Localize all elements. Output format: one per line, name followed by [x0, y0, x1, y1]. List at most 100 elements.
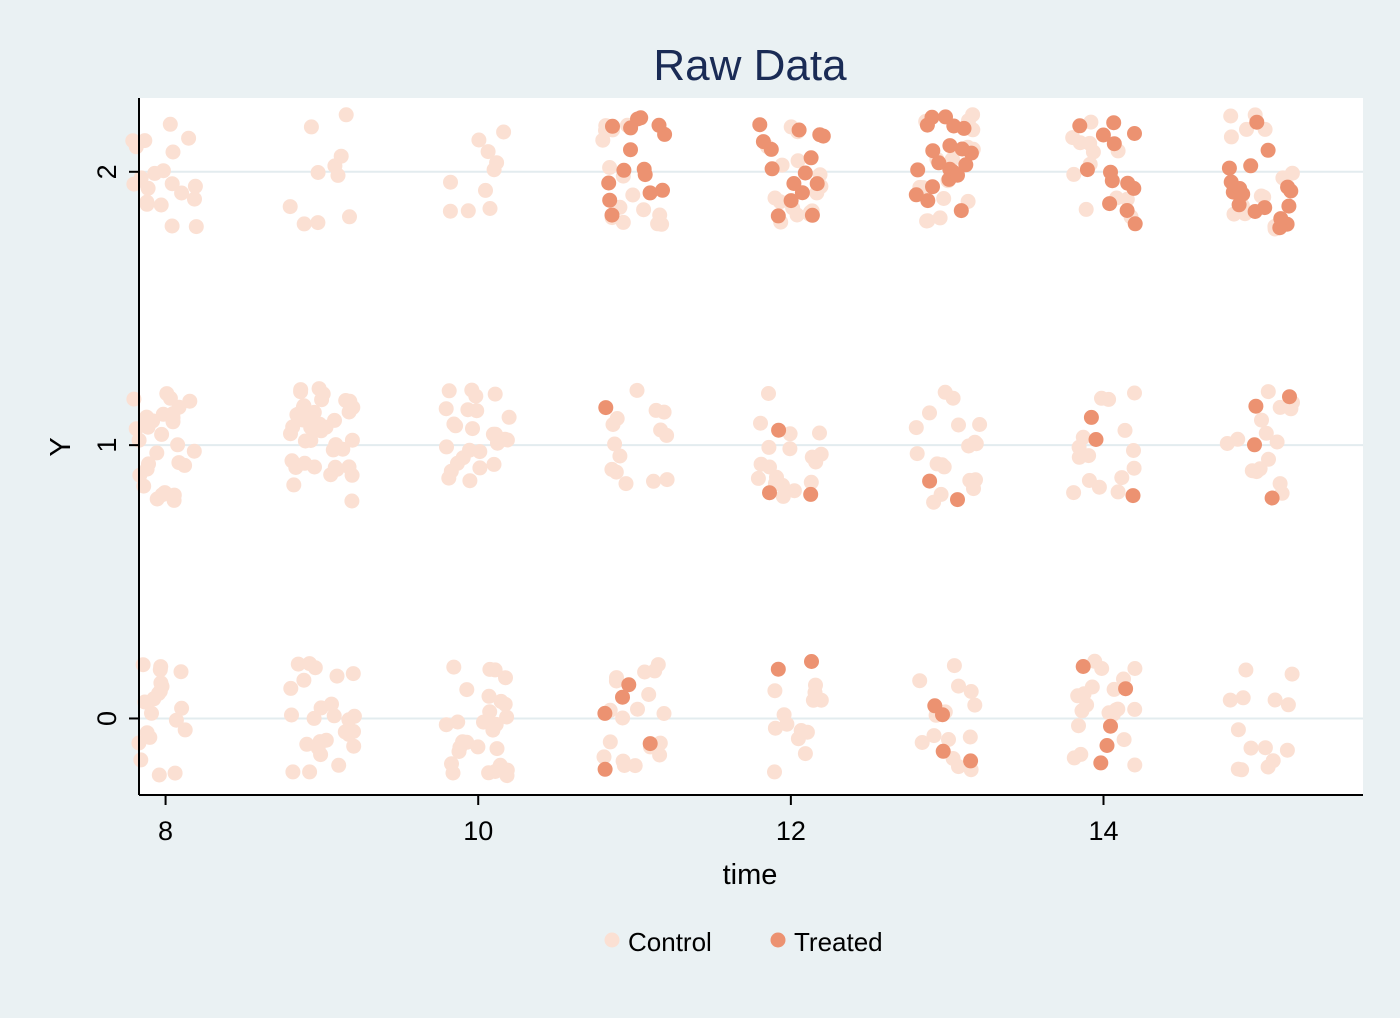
control-point [293, 384, 309, 400]
control-point [331, 757, 347, 773]
x-tick-label: 10 [463, 816, 493, 846]
control-point [1127, 385, 1142, 401]
treated-point [908, 187, 924, 203]
control-point [297, 455, 313, 471]
control-point [772, 194, 788, 210]
treated-point [1125, 488, 1141, 504]
control-point [154, 487, 170, 503]
control-point [1235, 690, 1251, 706]
control-point [1070, 688, 1086, 704]
control-point [1254, 412, 1269, 428]
treated-point [804, 207, 820, 223]
control-point [499, 432, 515, 448]
control-point [761, 439, 777, 455]
treated-point [1273, 211, 1289, 227]
treated-legend-marker [770, 932, 786, 948]
control-point [488, 716, 504, 732]
control-point [908, 420, 924, 436]
control-point [1085, 144, 1101, 160]
treated-point [804, 654, 819, 669]
control-point [346, 708, 362, 724]
control-point [926, 494, 942, 510]
control-point [629, 382, 645, 398]
x-tick-label: 12 [776, 816, 806, 846]
control-point [173, 664, 189, 680]
control-point [498, 670, 513, 686]
treated-point [1257, 200, 1273, 216]
control-point [126, 176, 142, 192]
control-point [646, 473, 661, 489]
control-point [767, 720, 783, 736]
control-point [961, 438, 977, 454]
control-point [471, 132, 487, 148]
control-point [439, 439, 454, 455]
control-point [472, 460, 488, 476]
control-point [481, 765, 497, 781]
control-point [286, 477, 302, 493]
control-point [164, 218, 180, 234]
y-tick-label: 2 [92, 164, 122, 179]
control-point [487, 662, 503, 678]
control-point [342, 209, 357, 225]
treated-point [910, 162, 926, 178]
control-point [627, 758, 643, 774]
control-point [912, 673, 928, 689]
control-point [465, 421, 480, 437]
control-point [472, 444, 488, 460]
control-point [452, 739, 468, 755]
treated-point [602, 192, 618, 208]
control-point [1078, 201, 1094, 217]
control-point [1243, 740, 1259, 756]
control-point [812, 425, 827, 441]
treated-point [1093, 755, 1109, 771]
control-point [1106, 681, 1122, 697]
control-point [341, 404, 357, 420]
treated-point [1247, 437, 1262, 453]
control-point [1230, 761, 1246, 777]
control-point [753, 456, 769, 472]
control-point [459, 682, 475, 698]
control-point [790, 153, 806, 169]
control-point [941, 732, 956, 747]
control-point [1081, 448, 1097, 464]
treated-point [621, 677, 637, 693]
control-point [932, 210, 948, 226]
control-point [181, 130, 197, 146]
control-point [182, 393, 198, 409]
control-point [1258, 425, 1274, 441]
control-point [128, 421, 144, 437]
treated-point [1079, 162, 1095, 178]
treated-point [616, 162, 632, 178]
control-point [139, 196, 155, 212]
control-point [962, 472, 978, 488]
control-point [1126, 443, 1141, 458]
control-point [789, 207, 805, 223]
control-point [487, 386, 503, 402]
control-point [1116, 732, 1132, 748]
control-point [162, 390, 178, 406]
control-point [496, 124, 512, 140]
control-point [341, 459, 357, 475]
control-point [443, 174, 458, 190]
control-point [438, 401, 454, 417]
treated-point [1235, 186, 1251, 202]
control-point [650, 657, 666, 673]
control-point [934, 457, 950, 473]
treated-point [651, 117, 667, 133]
treated-point [1260, 142, 1276, 158]
treated-point [946, 118, 962, 134]
control-point [140, 413, 155, 429]
control-point [1066, 166, 1082, 182]
control-point [188, 219, 204, 235]
treated-point [642, 185, 658, 201]
treated-point [922, 473, 938, 489]
control-point [652, 207, 668, 223]
control-point [659, 472, 675, 488]
treated-point [1095, 127, 1111, 143]
control-point [489, 741, 505, 757]
treated-point [597, 705, 613, 721]
control-point [1230, 722, 1246, 738]
control-point [147, 165, 163, 181]
